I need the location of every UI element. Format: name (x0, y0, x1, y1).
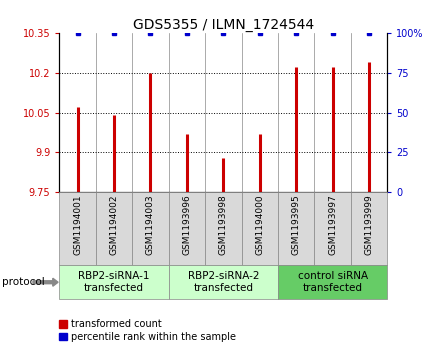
Text: GSM1193997: GSM1193997 (328, 195, 337, 255)
Text: GSM1194003: GSM1194003 (146, 195, 155, 255)
Text: GSM1193999: GSM1193999 (364, 195, 374, 255)
Text: control siRNA
transfected: control siRNA transfected (297, 272, 368, 293)
Title: GDS5355 / ILMN_1724544: GDS5355 / ILMN_1724544 (133, 18, 314, 32)
Bar (169, 265, 278, 299)
Text: GSM1193998: GSM1193998 (219, 195, 228, 255)
Bar (59, 265, 169, 299)
Text: GSM1194002: GSM1194002 (110, 195, 118, 255)
Bar (132, 192, 169, 265)
Text: RBP2-siRNA-1
transfected: RBP2-siRNA-1 transfected (78, 272, 150, 293)
Bar (314, 192, 351, 265)
Bar (59, 192, 96, 265)
Bar (205, 192, 242, 265)
Text: GSM1194001: GSM1194001 (73, 195, 82, 255)
Text: GSM1193995: GSM1193995 (292, 195, 301, 255)
Bar (278, 192, 314, 265)
Text: protocol: protocol (2, 277, 45, 287)
Bar (169, 192, 205, 265)
Bar (242, 192, 278, 265)
Text: RBP2-siRNA-2
transfected: RBP2-siRNA-2 transfected (187, 272, 259, 293)
Bar (96, 192, 132, 265)
Legend: transformed count, percentile rank within the sample: transformed count, percentile rank withi… (59, 319, 236, 342)
Text: GSM1193996: GSM1193996 (182, 195, 191, 255)
Bar (351, 192, 387, 265)
Text: GSM1194000: GSM1194000 (255, 195, 264, 255)
Bar (278, 265, 387, 299)
